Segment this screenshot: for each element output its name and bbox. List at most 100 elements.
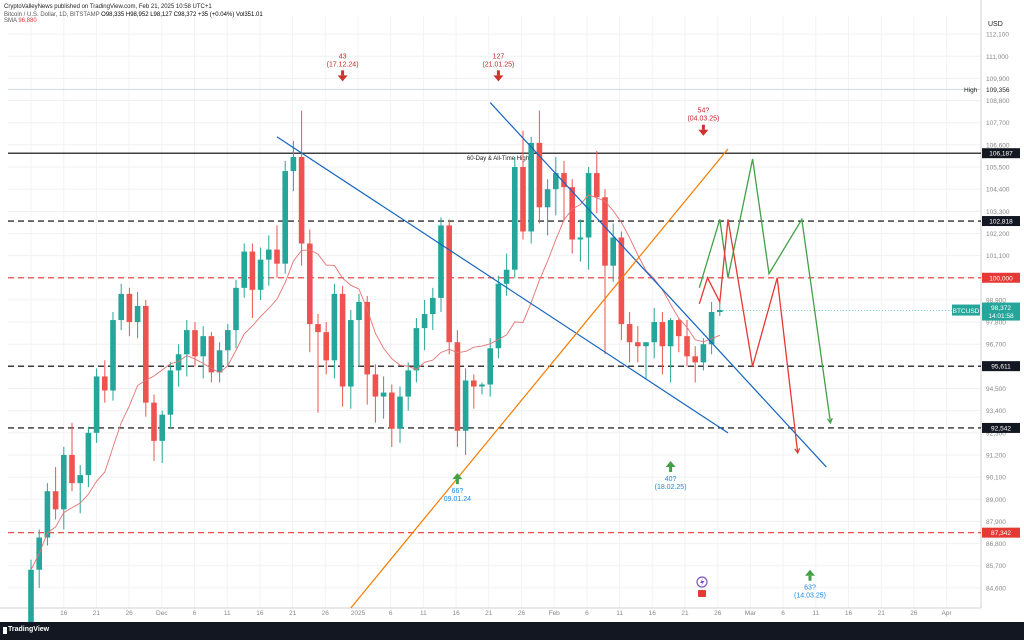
y-tick-label: 97,800: [986, 320, 1006, 327]
y-tick-label: 103,300: [986, 209, 1010, 216]
annotation-date: (14.03.25): [794, 593, 826, 600]
candle-body: [528, 142, 534, 232]
candle-body: [52, 491, 59, 510]
candle-body: [208, 336, 215, 373]
candle-body: [487, 348, 493, 385]
candle-body: [536, 142, 543, 208]
high-value: 109,356: [986, 87, 1010, 94]
candle-body: [348, 320, 354, 387]
candle-body: [249, 251, 256, 290]
candle-body: [364, 301, 370, 375]
y-tick-label: 109,900: [986, 76, 1010, 83]
candle-body: [200, 336, 206, 357]
arrow-down-icon: [493, 75, 504, 82]
x-tick-label: 11: [616, 610, 623, 617]
level-price-tag: [982, 148, 1020, 159]
currency-label: USD: [988, 21, 1003, 28]
candle-body: [397, 396, 403, 429]
candle-body: [380, 392, 387, 397]
y-tick-label: 86,800: [986, 541, 1006, 548]
level-price-tag: [982, 272, 1020, 283]
last-price-value: 98,372: [991, 305, 1011, 312]
y-tick-label: 91,200: [986, 452, 1006, 459]
x-tick-label: 6: [781, 610, 785, 617]
arrow-down-icon: [341, 70, 345, 76]
candle-body: [577, 237, 584, 240]
ohlc-high: H98,952: [125, 12, 149, 18]
candle-body: [479, 384, 485, 387]
annotation-date: 09.01.24: [444, 496, 471, 503]
annotation-date: (21.01.25): [482, 61, 514, 68]
last-price-tag: [982, 302, 1020, 321]
y-tick-label: 93,400: [986, 408, 1006, 415]
y-tick-label: 87,900: [986, 519, 1006, 526]
candle-body: [462, 380, 469, 431]
candle-body: [659, 322, 666, 347]
y-tick-label: 96,700: [986, 342, 1006, 349]
candle-body: [274, 249, 280, 264]
candle-body: [266, 249, 272, 260]
x-tick-label: 2025: [351, 610, 366, 617]
candle-body: [708, 312, 715, 345]
y-tick-label: 108,800: [986, 98, 1010, 105]
candle-body: [413, 328, 420, 371]
candle-body: [307, 243, 313, 325]
candle-body: [233, 287, 239, 331]
annotation-count: 63?: [804, 585, 816, 592]
candle-body: [454, 342, 461, 431]
candle-body: [102, 376, 108, 391]
level-price-label: 106,187: [989, 151, 1013, 158]
arrow-down-icon: [337, 75, 348, 82]
candle-body: [692, 356, 698, 363]
ohlc-close: C98,372: [173, 12, 197, 18]
candle-body: [569, 187, 575, 240]
y-tick-label: 101,100: [986, 253, 1010, 260]
level-price-tag: [982, 361, 1020, 372]
y-tick-label: 112,100: [986, 32, 1009, 39]
annotation-count: 66?: [452, 488, 464, 495]
candle-body: [93, 376, 100, 433]
level-price-tag: [982, 422, 1020, 433]
candle-body: [717, 309, 723, 312]
candle-body: [667, 320, 674, 347]
candle-body: [520, 167, 526, 232]
x-tick-label: 21: [681, 610, 689, 617]
candle-body: [315, 324, 321, 333]
candles: [28, 110, 723, 640]
footer-brand: TradingView: [8, 626, 50, 633]
x-tick-label: 16: [256, 610, 264, 617]
candle-body: [643, 342, 649, 347]
ohlc-open: O98,335: [101, 12, 125, 18]
arrow-down-icon: [496, 70, 500, 76]
y-tick-label: 85,700: [986, 563, 1006, 570]
annotation-count: 40?: [665, 476, 677, 483]
candle-body: [77, 475, 83, 484]
y-tick-label: 89,000: [986, 497, 1006, 504]
y-tick-label: 102,200: [986, 231, 1010, 238]
candle-body: [512, 167, 518, 270]
annotation-count: 54?: [698, 108, 710, 115]
candle-body: [61, 454, 67, 510]
ohlc-volume: Vol351.01: [235, 12, 263, 18]
candle-body: [118, 293, 124, 321]
y-tick-label: 98,900: [986, 297, 1006, 304]
level-price-label: 87,342: [991, 530, 1011, 537]
x-tick-label: 11: [224, 610, 231, 617]
projection-arrowhead: [794, 448, 801, 455]
symbol-tag-label: BTCUSD: [953, 308, 980, 315]
candle-body: [544, 189, 551, 208]
candle-body: [594, 173, 600, 198]
x-tick-label: 21: [485, 610, 493, 617]
annotation-count: 127: [493, 53, 505, 60]
trend-line: [276, 136, 729, 434]
x-tick-label: 21: [93, 610, 101, 617]
candle-body: [561, 173, 567, 188]
candle-body: [282, 171, 288, 264]
candle-body: [134, 305, 141, 323]
x-tick-label: 16: [649, 610, 657, 617]
candle-body: [110, 320, 116, 391]
candle-body: [405, 370, 411, 397]
level-price-label: 92,542: [991, 425, 1011, 432]
